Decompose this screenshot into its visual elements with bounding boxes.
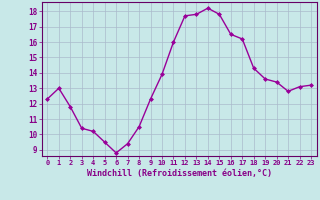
X-axis label: Windchill (Refroidissement éolien,°C): Windchill (Refroidissement éolien,°C) xyxy=(87,169,272,178)
